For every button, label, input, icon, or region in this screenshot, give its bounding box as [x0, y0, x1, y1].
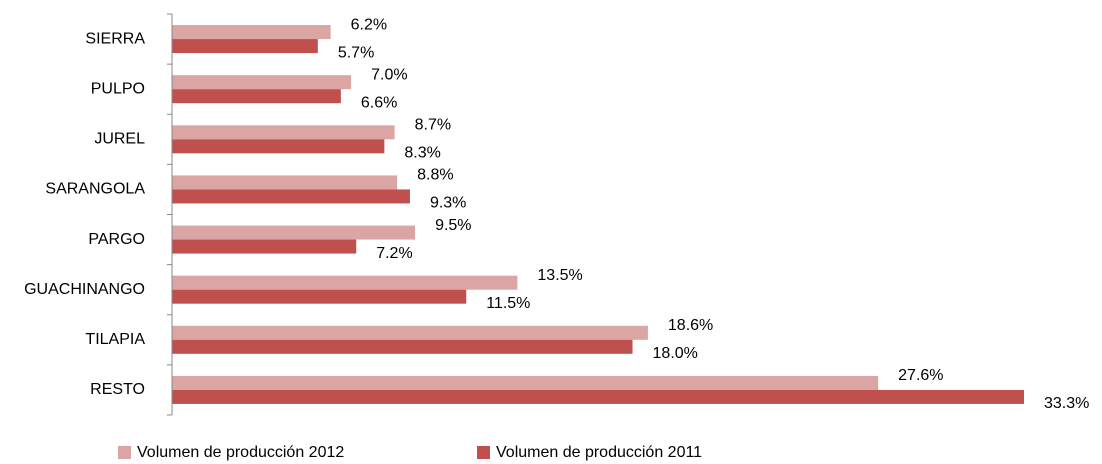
bar: [172, 389, 1024, 404]
bar: [172, 289, 467, 304]
bar: [172, 339, 633, 354]
value-label: 33.3%: [1044, 395, 1089, 412]
y-tick-label: JUREL: [94, 131, 145, 148]
value-label: 8.7%: [415, 117, 451, 134]
y-tick-label: PULPO: [91, 80, 145, 97]
value-label: 6.2%: [351, 16, 387, 33]
y-tick-label: TILAPIA: [85, 331, 145, 348]
bar: [172, 325, 648, 340]
bar: [172, 275, 518, 290]
value-label: 6.6%: [361, 94, 397, 111]
bar: [172, 375, 879, 390]
bar: [172, 89, 341, 104]
value-label: 18.6%: [668, 317, 713, 334]
bar: [172, 75, 352, 90]
value-label: 8.3%: [404, 145, 440, 162]
bar: [172, 139, 385, 154]
bar: [172, 25, 331, 40]
value-label: 11.5%: [486, 295, 530, 312]
value-label: 27.6%: [898, 367, 943, 384]
value-label: 7.0%: [371, 66, 407, 83]
value-label: 9.3%: [430, 195, 466, 212]
bar: [172, 189, 410, 204]
value-label: 8.8%: [417, 167, 453, 184]
value-label: 5.7%: [338, 44, 374, 61]
value-label: 7.2%: [376, 245, 412, 262]
legend-swatch: [477, 446, 490, 459]
bar: [172, 225, 416, 240]
y-tick-label: SIERRA: [85, 30, 145, 47]
y-tick-label: RESTO: [90, 381, 145, 398]
bar: [172, 175, 398, 190]
bar: [172, 125, 395, 140]
legend-swatch: [118, 446, 131, 459]
value-label: 18.0%: [653, 345, 698, 362]
y-tick-label: SARANGOLA: [45, 181, 145, 198]
value-label: 13.5%: [537, 267, 582, 284]
bar: [172, 39, 318, 54]
bar: [172, 239, 357, 254]
legend-label: Volumen de producción 2011: [496, 444, 702, 461]
y-tick-label: GUACHINANGO: [24, 281, 145, 298]
value-label: 9.5%: [435, 217, 471, 234]
legend-label: Volumen de producción 2012: [137, 444, 344, 461]
y-tick-label: PARGO: [88, 231, 145, 248]
